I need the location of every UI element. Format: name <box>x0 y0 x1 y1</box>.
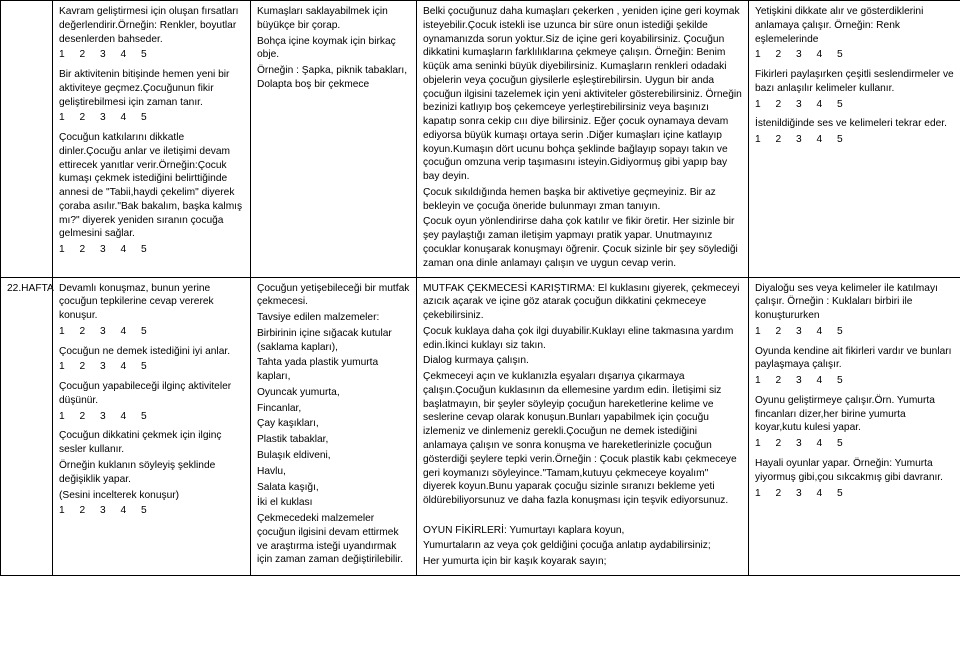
text: Örneğin : Şapka, piknik tabakları, Dolap… <box>257 64 410 92</box>
text: Çocuğun dikkatini çekmek için ilginç ses… <box>59 429 244 457</box>
list-item: Salata kaşığı, <box>257 481 410 495</box>
text: OYUN FİKİRLERİ: Yumurtayı kaplara koyun, <box>423 524 742 538</box>
week-cell: 22.HAFTA <box>1 277 53 575</box>
week-cell-empty <box>1 1 53 278</box>
rating-scale: 1 2 3 4 5 <box>755 487 954 501</box>
rating-scale: 1 2 3 4 5 <box>59 410 244 424</box>
text: Çekmeceyi açın ve kuklanızla eşyaları dı… <box>423 370 742 508</box>
text: Belki çocuğunuz daha kumaşları çekerken … <box>423 5 742 184</box>
text: Çekmecedeki malzemeler çocuğun ilgisini … <box>257 512 410 567</box>
text: MUTFAK ÇEKMECESİ KARIŞTIRMA: El kuklasın… <box>423 282 742 323</box>
rating-scale: 1 2 3 4 5 <box>59 360 244 374</box>
text: (Sesini incelterek konuşur) <box>59 489 244 503</box>
rating-scale: 1 2 3 4 5 <box>59 325 244 339</box>
text: Devamlı konuşmaz, bunun yerine çocuğun t… <box>59 282 244 323</box>
rating-scale: 1 2 3 4 5 <box>59 48 244 62</box>
text: Kavram geliştirmesi için oluşan fırsatla… <box>59 5 244 46</box>
text: Oyunda kendine ait fikirleri vardır ve b… <box>755 345 954 373</box>
r1-col2: Kumaşları saklayabilmek için büyükçe bir… <box>251 1 417 278</box>
curriculum-table: Kavram geliştirmesi için oluşan fırsatla… <box>0 0 960 576</box>
rating-scale: 1 2 3 4 5 <box>755 374 954 388</box>
text: Çocuğun ne demek istediğini iyi anlar. <box>59 345 244 359</box>
text: Bir aktivitenin bitişinde hemen yeni bir… <box>59 68 244 109</box>
rating-scale: 1 2 3 4 5 <box>755 48 954 62</box>
text: Hayali oyunlar yapar. Örneğin: Yumurta y… <box>755 457 954 485</box>
rating-scale: 1 2 3 4 5 <box>59 111 244 125</box>
list-item: Çay kaşıkları, <box>257 417 410 431</box>
table-row: 22.HAFTA Devamlı konuşmaz, bunun yerine … <box>1 277 960 575</box>
r1-col3: Belki çocuğunuz daha kumaşları çekerken … <box>417 1 749 278</box>
text: Dialog kurmaya çalışın. <box>423 354 742 368</box>
r2-col4: Diyaloğu ses veya kelimeler ile katılmay… <box>749 277 960 575</box>
r1-col1: Kavram geliştirmesi için oluşan fırsatla… <box>53 1 251 278</box>
list-item: Fincanlar, <box>257 402 410 416</box>
list-item: Oyuncak yumurta, <box>257 386 410 400</box>
text: Kumaşları saklayabilmek için büyükçe bir… <box>257 5 410 33</box>
r2-col2: Çocuğun yetişebileceği bir mutfak çekmec… <box>251 277 417 575</box>
text: Çocuk kuklaya daha çok ilgi duyabilir.Ku… <box>423 325 742 353</box>
table-row: Kavram geliştirmesi için oluşan fırsatla… <box>1 1 960 278</box>
rating-scale: 1 2 3 4 5 <box>755 98 954 112</box>
text: Yumurtaların az veya çok geldiğini çocuğ… <box>423 539 742 553</box>
text: Çocuk sıkıldığında hemen başka bir aktiv… <box>423 186 742 214</box>
text: İstenildiğinde ses ve kelimeleri tekrar … <box>755 117 954 131</box>
list-item: Plastik tabaklar, <box>257 433 410 447</box>
text: Tavsiye edilen malzemeler: <box>257 311 410 325</box>
rating-scale: 1 2 3 4 5 <box>59 243 244 257</box>
text: Çocuk oyun yönlendirirse daha çok katılı… <box>423 215 742 270</box>
text: Fikirleri paylaşırken çeşitli seslendirm… <box>755 68 954 96</box>
list-item: Havlu, <box>257 465 410 479</box>
text: Diyaloğu ses veya kelimeler ile katılmay… <box>755 282 954 323</box>
list-item: İki el kuklası <box>257 496 410 510</box>
list-item: Birbirinin içine sığacak kutular (saklam… <box>257 327 410 355</box>
r2-col1: Devamlı konuşmaz, bunun yerine çocuğun t… <box>53 277 251 575</box>
list-item: Bulaşık eldiveni, <box>257 449 410 463</box>
text: Çocuğun yetişebileceği bir mutfak çekmec… <box>257 282 410 310</box>
text: Çocuğun katkılarını dikkatle dinler.Çocu… <box>59 131 244 241</box>
rating-scale: 1 2 3 4 5 <box>59 504 244 518</box>
text: Oyunu geliştirmeye çalışır.Örn. Yumurta … <box>755 394 954 435</box>
text: Örneğin kuklanın söyleyiş şeklinde değiş… <box>59 459 244 487</box>
text: Her yumurta için bir kaşık koyarak sayın… <box>423 555 742 569</box>
text: Bohça içine koymak için birkaç obje. <box>257 35 410 63</box>
text: Yetişkini dikkate alır ve gösterdiklerin… <box>755 5 954 46</box>
r1-col4: Yetişkini dikkate alır ve gösterdiklerin… <box>749 1 960 278</box>
rating-scale: 1 2 3 4 5 <box>755 325 954 339</box>
rating-scale: 1 2 3 4 5 <box>755 133 954 147</box>
list-item: Tahta yada plastik yumurta kapları, <box>257 356 410 384</box>
r2-col3: MUTFAK ÇEKMECESİ KARIŞTIRMA: El kuklasın… <box>417 277 749 575</box>
rating-scale: 1 2 3 4 5 <box>755 437 954 451</box>
text: Çocuğun yapabileceği ilginç aktiviteler … <box>59 380 244 408</box>
